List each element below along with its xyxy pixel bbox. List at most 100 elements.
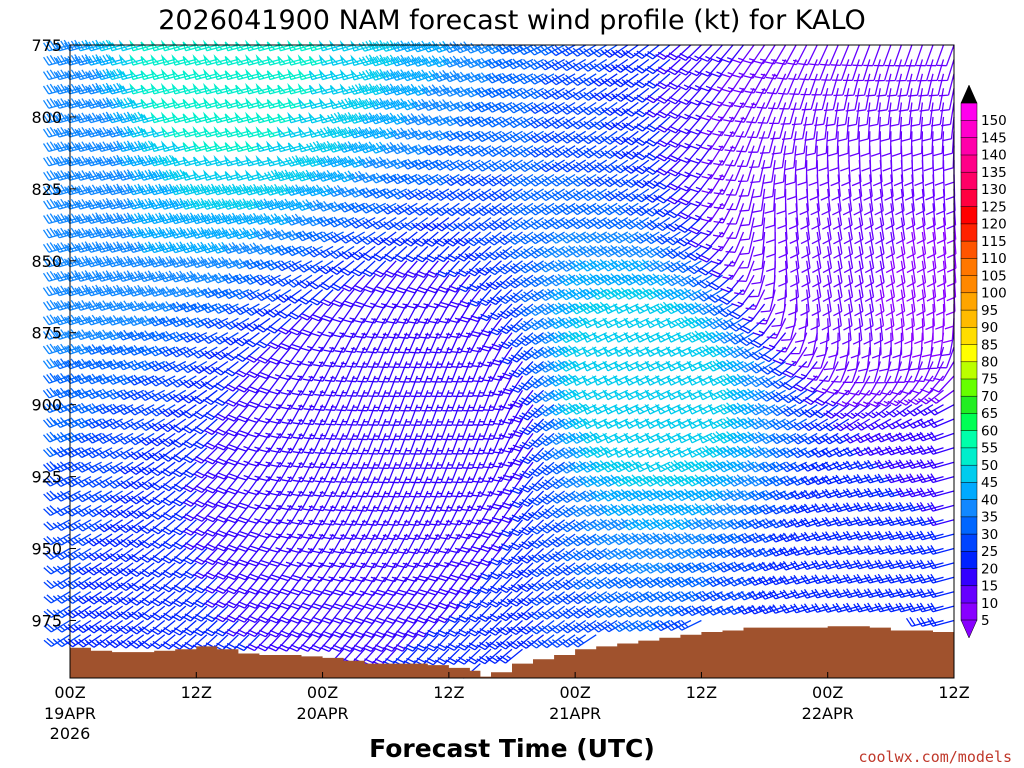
- wind-barb: [782, 361, 808, 378]
- wind-barb: [323, 519, 345, 540]
- wind-barb: [601, 44, 629, 58]
- wind-barb: [137, 315, 165, 327]
- wind-barb: [233, 332, 260, 347]
- wind-barb: [116, 212, 144, 225]
- wind-barb: [301, 548, 324, 568]
- wind-barb: [507, 619, 534, 636]
- wind-barb: [486, 245, 513, 261]
- wind-barb: [775, 174, 787, 200]
- wind-barb: [701, 174, 724, 194]
- wind-barb: [724, 131, 745, 152]
- wind-barb: [462, 447, 482, 469]
- wind-barb: [348, 112, 376, 124]
- wind-barb: [842, 447, 871, 457]
- wind-barb: [623, 87, 650, 103]
- wind-barb: [432, 84, 460, 97]
- wind-barb: [327, 155, 355, 168]
- colorbar-label: 45: [981, 475, 998, 491]
- wind-barb: [769, 575, 797, 586]
- wind-barb: [190, 241, 218, 254]
- wind-barb: [801, 275, 811, 302]
- wind-barb: [381, 231, 408, 246]
- wind-barb: [281, 461, 303, 483]
- wind-barb: [455, 231, 481, 247]
- wind-barb: [812, 246, 822, 274]
- wind-barb: [171, 605, 197, 622]
- wind-barb: [940, 332, 955, 357]
- wind-barb: [313, 505, 334, 526]
- wind-barb: [224, 142, 250, 153]
- wind-barb: [171, 82, 197, 95]
- wind-barb: [181, 432, 208, 449]
- wind-barb: [314, 418, 334, 440]
- wind-barb: [434, 648, 460, 666]
- wind-barb: [409, 318, 429, 339]
- wind-barb: [347, 418, 366, 441]
- wind-barb: [666, 44, 692, 61]
- wind-barb: [899, 102, 913, 127]
- wind-barb: [538, 605, 565, 620]
- wind-barb: [463, 71, 492, 83]
- wind-barb: [665, 360, 692, 372]
- wind-barb: [435, 605, 460, 624]
- wind-barb: [232, 183, 260, 196]
- wind-barb: [486, 274, 513, 291]
- wind-barb: [908, 346, 924, 371]
- wind-barb: [624, 375, 650, 386]
- wind-barb: [193, 548, 218, 565]
- wind-barb: [85, 184, 113, 196]
- wind-barb: [601, 116, 629, 131]
- wind-barb: [875, 246, 885, 274]
- wind-barb: [465, 217, 492, 232]
- wind-barb: [613, 360, 639, 372]
- wind-barb: [528, 605, 555, 621]
- wind-barb: [570, 389, 597, 401]
- wind-barb: [223, 361, 250, 377]
- wind-barb: [74, 255, 102, 268]
- wind-barb: [43, 155, 71, 167]
- wind-barb: [242, 183, 271, 196]
- wind-barb: [399, 476, 418, 498]
- wind-barb: [771, 303, 787, 328]
- wind-barb: [297, 39, 323, 52]
- wind-barb: [368, 404, 387, 426]
- wind-barb: [758, 604, 786, 615]
- wind-barb: [266, 99, 292, 109]
- wind-barb: [853, 59, 871, 82]
- wind-barb: [397, 303, 418, 325]
- wind-barb: [462, 361, 482, 383]
- wind-barb: [74, 227, 102, 239]
- wind-barb: [270, 418, 292, 439]
- wind-barb: [780, 389, 808, 404]
- wind-barb: [95, 54, 123, 66]
- wind-barb: [179, 183, 207, 196]
- wind-barb: [137, 255, 165, 268]
- wind-barb: [612, 44, 639, 59]
- wind-barb: [435, 260, 460, 278]
- wind-barb: [424, 245, 450, 263]
- wind-barb: [800, 73, 818, 96]
- wind-barb: [404, 620, 429, 638]
- wind-barb: [298, 634, 324, 652]
- wind-barb: [633, 44, 660, 60]
- wind-barb: [369, 112, 397, 125]
- wind-barb: [357, 375, 376, 397]
- wind-barb: [74, 388, 102, 399]
- wind-barb: [499, 346, 523, 365]
- wind-barb: [801, 246, 811, 274]
- wind-barb: [234, 126, 260, 138]
- wind-barb: [264, 289, 292, 302]
- wind-barb: [386, 533, 408, 555]
- wind-barb: [316, 200, 344, 212]
- wind-barb: [474, 43, 502, 54]
- wind-barb: [581, 375, 607, 386]
- wind-barb: [926, 431, 955, 442]
- wind-barb: [301, 346, 324, 367]
- wind-barb: [333, 533, 355, 554]
- wind-barb: [432, 40, 460, 53]
- wind-barb: [284, 213, 313, 226]
- wind-barb: [200, 198, 229, 210]
- wind-barb: [190, 286, 218, 298]
- wind-barb: [790, 461, 818, 473]
- wind-barb: [259, 476, 282, 496]
